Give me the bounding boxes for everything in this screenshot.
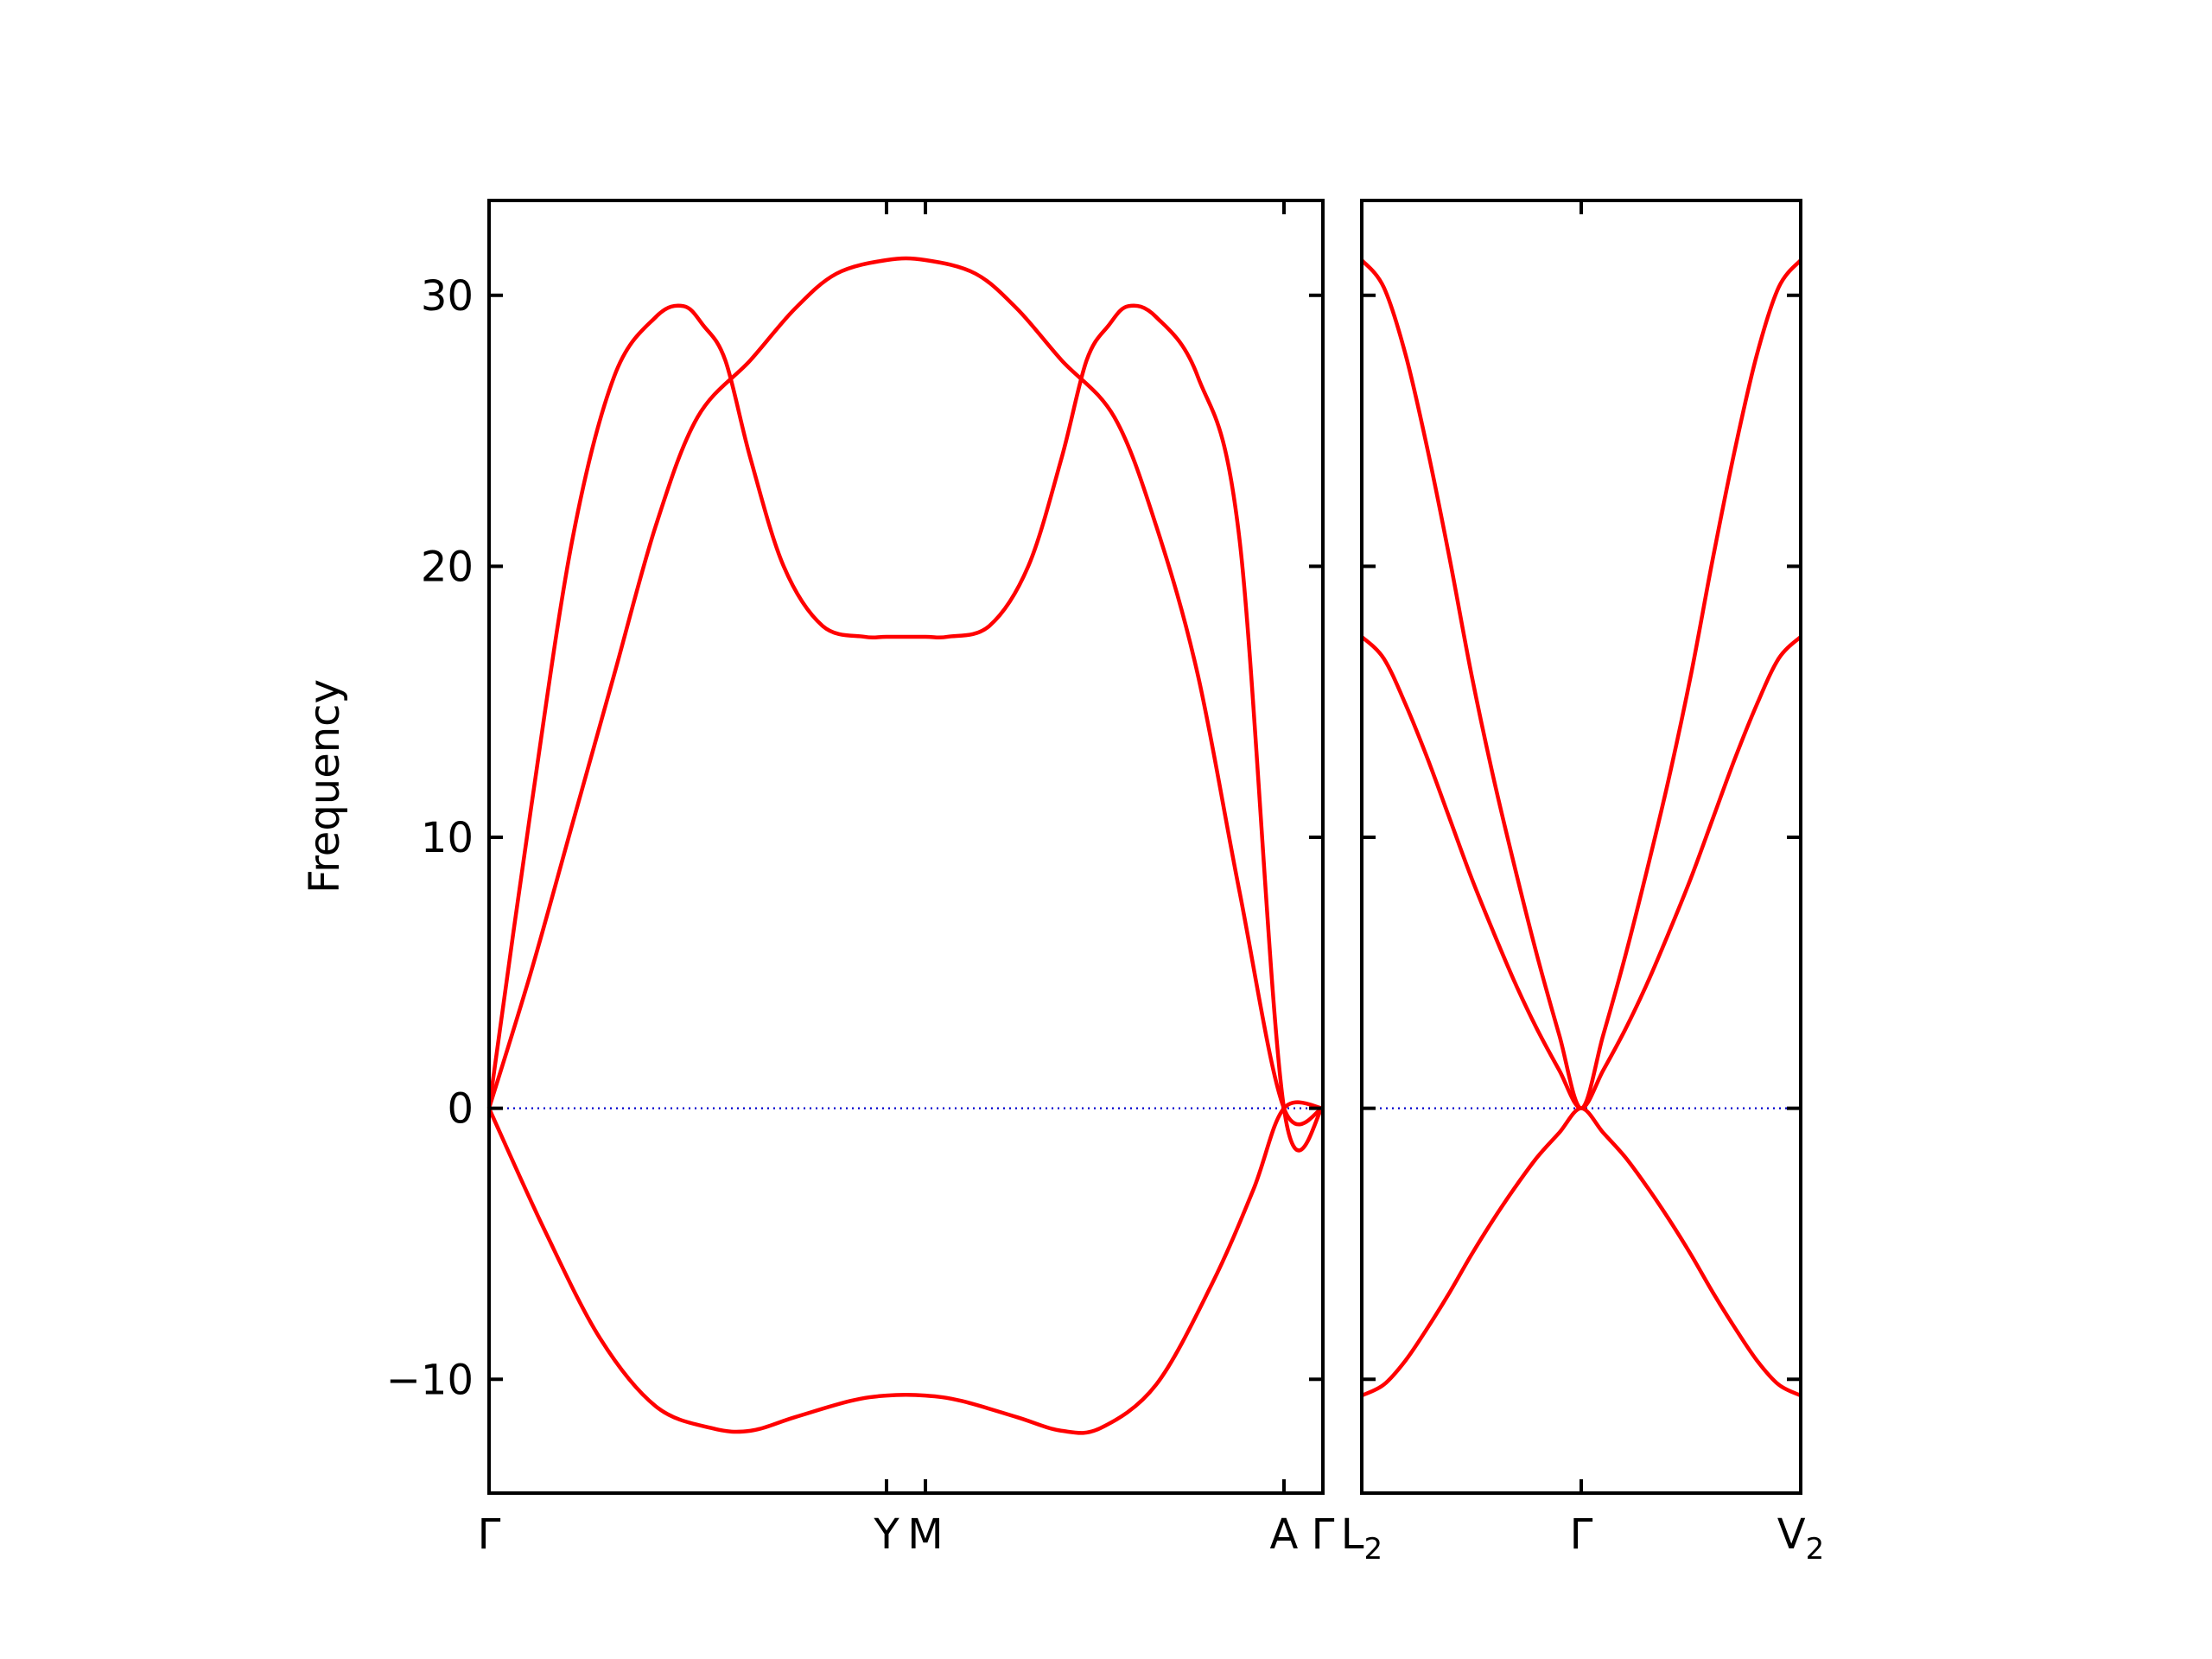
plot-frame — [1360, 199, 1802, 1495]
x-tick-label: Γ — [478, 1510, 501, 1559]
band-line-1 — [1360, 258, 1802, 1110]
x-tick-label: V2 — [1777, 1510, 1824, 1567]
x-tick-label: Γ — [1312, 1510, 1335, 1559]
y-axis-title: Frequency — [301, 679, 349, 893]
y-tick-label: −10 — [386, 1356, 474, 1404]
band-line-2 — [1360, 635, 1802, 1110]
band-line-3 — [486, 1100, 1324, 1435]
y-tick-label: 20 — [421, 543, 474, 591]
y-tick-label: 30 — [421, 272, 474, 321]
right-panel: L2 Γ V2 — [1341, 199, 1824, 1567]
x-tick-label: Γ — [1570, 1510, 1593, 1559]
band-line-3 — [1361, 1106, 1802, 1398]
y-tick-label: 0 — [447, 1085, 474, 1134]
y-axis: −10 0 10 20 30 — [386, 272, 474, 1405]
band-line-2 — [486, 256, 1324, 1127]
band-line-1 — [486, 303, 1325, 1153]
plot-frame — [487, 199, 1325, 1495]
y-tick-label: 10 — [421, 814, 474, 862]
x-tick-label: Y — [873, 1510, 899, 1559]
x-tick-label: A — [1270, 1510, 1299, 1559]
x-tick-label: L2 — [1341, 1510, 1382, 1567]
x-tick-label: M — [907, 1510, 943, 1559]
